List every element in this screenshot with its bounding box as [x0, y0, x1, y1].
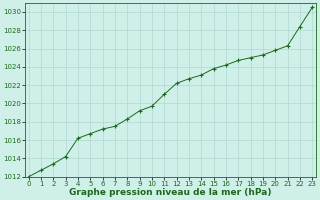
X-axis label: Graphe pression niveau de la mer (hPa): Graphe pression niveau de la mer (hPa): [69, 188, 272, 197]
